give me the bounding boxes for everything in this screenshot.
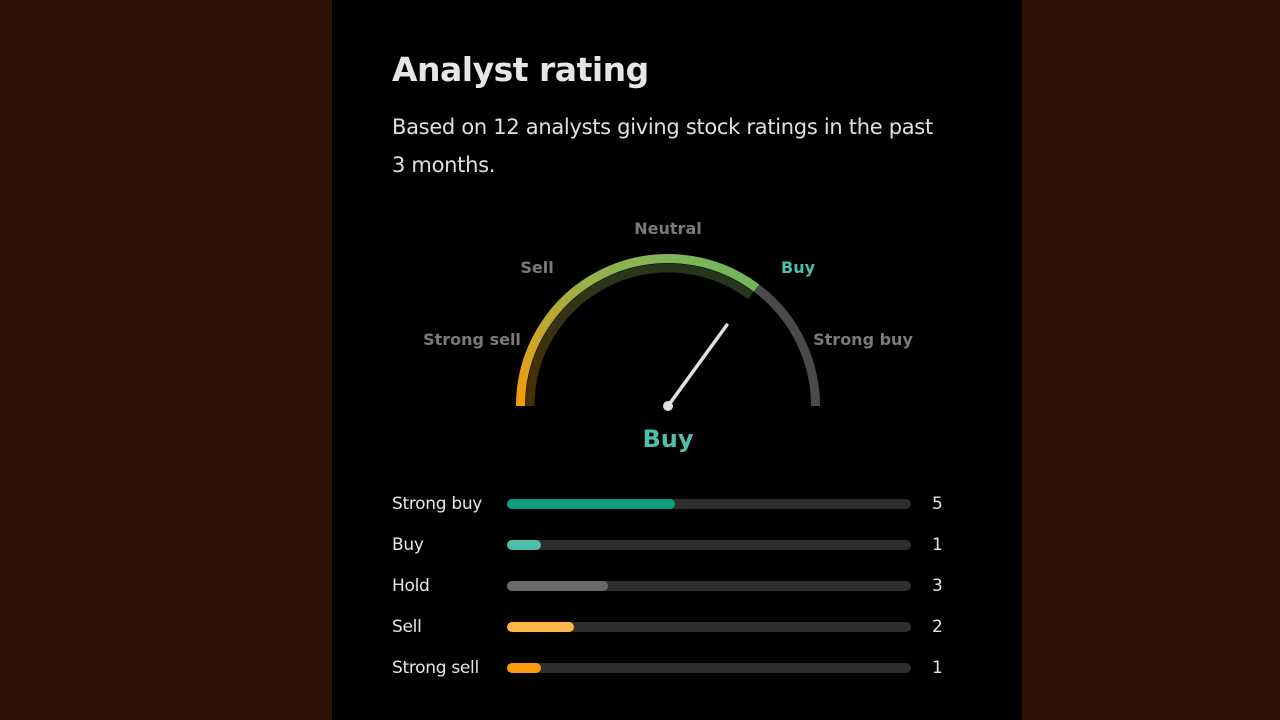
rating-label: Sell (392, 617, 422, 637)
rating-label: Hold (392, 576, 430, 596)
rating-gauge (516, 254, 820, 411)
rating-bar-fill (507, 499, 676, 509)
rating-bar-fill (507, 622, 575, 632)
rating-bar-track (507, 663, 911, 673)
gauge-label-strong-sell: Strong sell (423, 330, 521, 349)
rating-count: 5 (932, 494, 943, 514)
gauge-label-neutral: Neutral (634, 219, 702, 238)
rating-count: 3 (932, 576, 943, 596)
rating-row: Hold 3 (392, 574, 952, 598)
page-title: Analyst rating (392, 50, 649, 89)
gauge-label-buy: Buy (780, 258, 816, 277)
rating-bar-fill (507, 663, 541, 673)
analyst-rating-panel: Analyst rating Based on 12 analysts givi… (332, 0, 1022, 720)
rating-count: 1 (932, 535, 943, 555)
subtitle: Based on 12 analysts giving stock rating… (392, 115, 933, 177)
rating-bar-track (507, 499, 911, 509)
rating-row: Sell 2 (392, 615, 952, 639)
rating-bar-track (507, 622, 911, 632)
rating-label: Strong sell (392, 658, 479, 678)
gauge-label-strong-buy: Strong buy (813, 330, 913, 349)
rating-row: Strong sell 1 (392, 656, 952, 680)
rating-label: Strong buy (392, 494, 483, 514)
gauge-result: Buy (642, 425, 694, 453)
rating-bar-track (507, 581, 911, 591)
rating-count: 1 (932, 658, 943, 678)
rating-row: Buy 1 (392, 533, 952, 557)
gauge-inner-shade (525, 263, 754, 407)
rating-bar-fill (507, 581, 608, 591)
gauge-track (753, 284, 820, 407)
gauge-fill-arc (516, 254, 760, 407)
rating-count: 2 (932, 617, 943, 637)
gauge-needle (666, 323, 729, 408)
gauge-label-sell: Sell (520, 258, 554, 277)
rating-row: Strong buy 5 (392, 492, 952, 516)
rating-bar-track (507, 540, 911, 550)
gauge-hub (663, 401, 673, 411)
rating-label: Buy (392, 535, 424, 555)
rating-bar-fill (507, 540, 541, 550)
